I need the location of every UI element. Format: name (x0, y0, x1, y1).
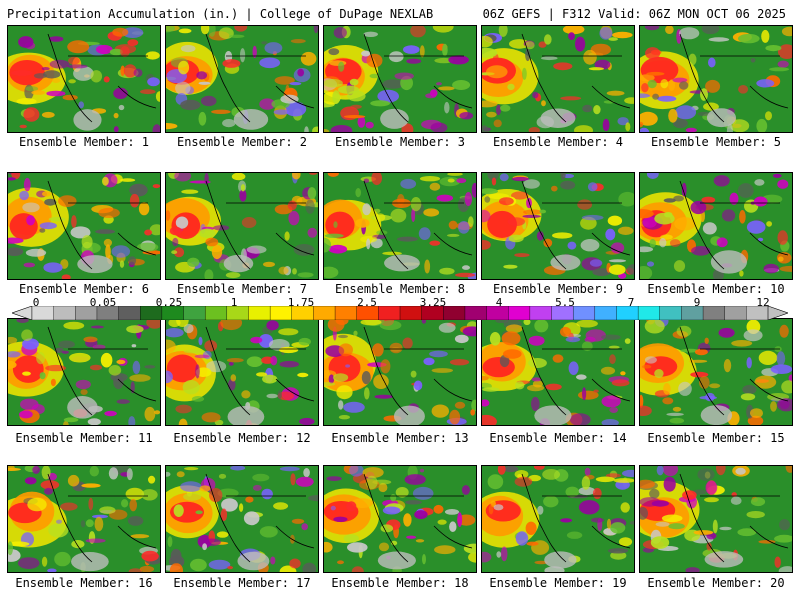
ensemble-member-map (165, 25, 319, 133)
ensemble-member-label: Ensemble Member: 3 (334, 135, 466, 149)
colorbar-swatch (572, 306, 596, 320)
colorbar-swatch (637, 306, 661, 320)
colorbar-swatch (702, 306, 726, 320)
colorbar-tick-label: 9 (693, 296, 701, 309)
colorbar-tick-label: 0 (32, 296, 40, 309)
colorbar-tick-label: 4 (495, 296, 503, 309)
ensemble-member-map (639, 465, 793, 573)
ensemble-member-map (323, 25, 477, 133)
ensemble-member-map (481, 465, 635, 573)
ensemble-member-label: Ensemble Member: 12 (173, 431, 311, 445)
ensemble-member-map (165, 172, 319, 280)
ensemble-member-label: Ensemble Member: 14 (489, 431, 627, 445)
ensemble-member-label: Ensemble Member: 18 (331, 576, 469, 590)
ensemble-member-map (7, 172, 161, 280)
ensemble-member-map (481, 25, 635, 133)
ensemble-member-map (481, 318, 635, 426)
colorbar-swatch (508, 306, 531, 320)
colorbar-swatch (443, 306, 466, 320)
colorbar-swatch (724, 306, 748, 320)
ensemble-member-map (639, 172, 793, 280)
ensemble-member-label: Ensemble Member: 9 (492, 282, 624, 296)
colorbar-swatch (118, 306, 141, 320)
ensemble-member-map (639, 318, 793, 426)
colorbar-tick-label: 7 (627, 296, 635, 309)
ensemble-member-map (165, 465, 319, 573)
ensemble-member-label: Ensemble Member: 7 (176, 282, 308, 296)
ensemble-member-label: Ensemble Member: 19 (489, 576, 627, 590)
colorbar-tick-label: 1 (230, 296, 238, 309)
ensemble-member-label: Ensemble Member: 2 (176, 135, 308, 149)
colorbar-swatch (529, 306, 553, 320)
ensemble-member-label: Ensemble Member: 20 (647, 576, 785, 590)
colorbar-swatch (594, 306, 618, 320)
ensemble-member-label: Ensemble Member: 6 (18, 282, 150, 296)
colorbar-tick-label: 0.05 (89, 296, 117, 309)
chart-title: Precipitation Accumulation (in.) | Colle… (7, 7, 434, 21)
colorbar-swatch (313, 306, 336, 320)
ensemble-member-map (323, 318, 477, 426)
ensemble-member-label: Ensemble Member: 16 (15, 576, 153, 590)
colorbar-tick-label: 1.75 (287, 296, 315, 309)
colorbar-tick-label: 2.5 (357, 296, 377, 309)
ensemble-member-label: Ensemble Member: 17 (173, 576, 311, 590)
colorbar-swatch (53, 306, 77, 320)
ensemble-member-map (639, 25, 793, 133)
colorbar-swatch (248, 306, 271, 320)
ensemble-member-map (323, 172, 477, 280)
ensemble-member-label: Ensemble Member: 8 (334, 282, 466, 296)
colorbar-swatch (183, 306, 206, 320)
ensemble-member-map (481, 172, 635, 280)
colorbar-swatch (659, 306, 683, 320)
ensemble-member-label: Ensemble Member: 10 (647, 282, 785, 296)
ensemble-member-map (7, 318, 161, 426)
ensemble-member-label: Ensemble Member: 13 (331, 431, 469, 445)
run-valid-time: 06Z GEFS | F312 Valid: 06Z MON OCT 06 20… (482, 7, 786, 21)
colorbar-tick-label: 12 (756, 296, 770, 309)
ensemble-member-map (323, 465, 477, 573)
colorbar-min-arrow (12, 306, 33, 320)
colorbar-swatch (378, 306, 401, 320)
colorbar-tick-label: 3.25 (419, 296, 447, 309)
ensemble-member-label: Ensemble Member: 15 (647, 431, 785, 445)
colorbar-swatch (334, 306, 358, 320)
ensemble-member-map (7, 25, 161, 133)
colorbar-tick-label: 0.25 (155, 296, 183, 309)
ensemble-member-label: Ensemble Member: 11 (15, 431, 153, 445)
ensemble-member-map (7, 465, 161, 573)
precip-colorbar (12, 306, 788, 320)
ensemble-member-label: Ensemble Member: 4 (492, 135, 624, 149)
ensemble-member-label: Ensemble Member: 1 (18, 135, 150, 149)
colorbar-swatch (204, 306, 228, 320)
ensemble-member-map (165, 318, 319, 426)
ensemble-member-label: Ensemble Member: 5 (650, 135, 782, 149)
colorbar-tick-label: 5.5 (555, 296, 575, 309)
colorbar-max-arrow (767, 306, 788, 320)
colorbar-swatch (464, 306, 488, 320)
